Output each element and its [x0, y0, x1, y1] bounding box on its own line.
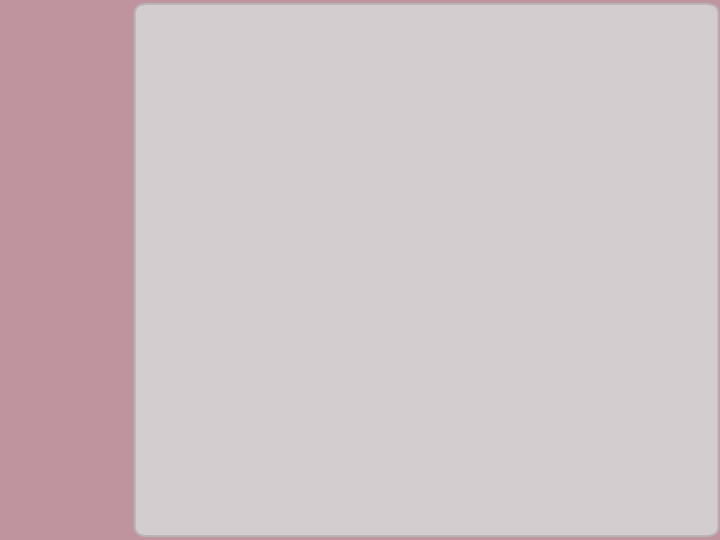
Text: or: or	[467, 132, 510, 160]
Text: Protein Synthesis: Protein Synthesis	[216, 40, 660, 84]
Text: production: production	[287, 132, 467, 160]
Text: ■  The: ■ The	[169, 132, 287, 160]
Text: chains: chains	[199, 228, 305, 256]
Text: (proteins): (proteins)	[305, 228, 480, 256]
Text: copyright cmassengale: copyright cmassengale	[287, 510, 433, 523]
Text: ■: ■	[169, 373, 217, 401]
Text: mRNA must be processed: mRNA must be processed	[217, 373, 637, 401]
Text: Transcription & Translation: Transcription & Translation	[169, 325, 644, 353]
Text: polypeptide: polypeptide	[409, 180, 605, 208]
Text: before it leaves the nucleus: before it leaves the nucleus	[169, 421, 658, 449]
Text: 27: 27	[679, 510, 695, 523]
Text: synthesis of: synthesis of	[169, 180, 409, 208]
Text: of eukaryotic cells: of eukaryotic cells	[169, 469, 501, 497]
Text: ■  Two phases:: ■ Two phases:	[169, 276, 418, 305]
